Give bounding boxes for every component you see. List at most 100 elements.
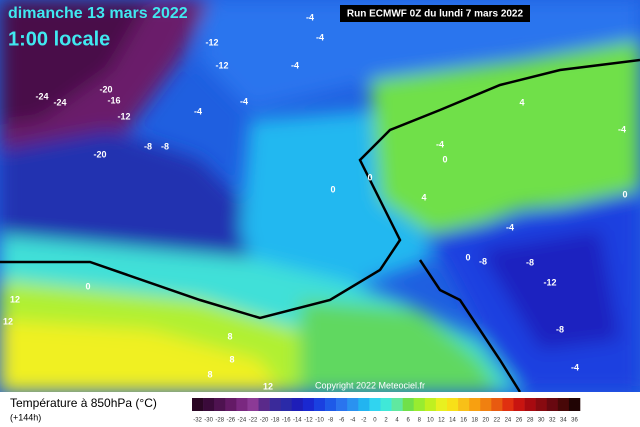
isotherm-label: -12 — [117, 111, 130, 121]
colorbar-tick-label: 4 — [395, 418, 399, 424]
color-swatch — [313, 398, 326, 411]
isotherm-label: 4 — [519, 97, 524, 107]
color-swatch — [192, 398, 204, 411]
colorbar-tick-label: 10 — [427, 418, 434, 424]
colorbar-tick-label: -10 — [315, 418, 324, 424]
lead-time: (+144h) — [10, 412, 41, 422]
isotherm-label: 0 — [622, 189, 627, 199]
color-swatch — [291, 398, 304, 411]
temperature-field — [0, 0, 640, 393]
isotherm-label: 0 — [85, 281, 90, 291]
colorbar-tick-label: 24 — [505, 418, 512, 424]
colorbar-tick-label: -2 — [361, 418, 367, 424]
color-swatch — [446, 398, 459, 411]
isotherm-label: 0 — [330, 184, 335, 194]
colorbar-tick-label: 32 — [549, 418, 556, 424]
colorbar-tick-label: 28 — [527, 418, 534, 424]
colorbar-tick-label: -30 — [204, 418, 213, 424]
colorbar-tick-label: 6 — [406, 418, 410, 424]
isotherm-label: -24 — [53, 97, 66, 107]
colorbar-tick-label: 8 — [418, 418, 422, 424]
isotherm-label: 8 — [227, 331, 232, 341]
isotherm-label: -4 — [194, 106, 202, 116]
colorbar-tick-label: 30 — [538, 418, 545, 424]
colorbar-tick-label: -12 — [304, 418, 313, 424]
isotherm-label: -4 — [436, 139, 444, 149]
color-swatch — [557, 398, 570, 411]
color-swatch — [568, 398, 581, 411]
forecast-time: 1:00 locale — [8, 28, 110, 50]
color-swatch — [203, 398, 215, 411]
isotherm-label: -12 — [543, 277, 556, 287]
colorbar-tick-label: 12 — [438, 418, 445, 424]
colorbar-tick-label: -24 — [238, 418, 247, 424]
colorbar-tick-label: 0 — [373, 418, 377, 424]
color-swatch — [435, 398, 448, 411]
isotherm-label: -12 — [205, 37, 218, 47]
color-swatch — [214, 398, 226, 411]
color-swatch — [236, 398, 248, 411]
color-swatch — [302, 398, 315, 411]
color-swatch — [513, 398, 525, 411]
isotherm-label: 0 — [367, 172, 372, 182]
isotherm-label: -12 — [215, 60, 228, 70]
color-swatch — [535, 398, 548, 411]
color-swatch — [247, 398, 259, 411]
colorbar-tick-label: 20 — [482, 418, 489, 424]
isotherm-label: -4 — [618, 124, 626, 134]
color-swatch — [280, 398, 293, 411]
colorbar-tick-label: -26 — [226, 418, 235, 424]
colorbar-tick-label: 36 — [571, 418, 578, 424]
run-info: Run ECMWF 0Z du lundi 7 mars 2022 — [347, 9, 524, 20]
isotherm-label: -8 — [144, 141, 152, 151]
colorbar-tick-label: 34 — [560, 418, 567, 424]
color-swatch — [358, 398, 370, 411]
isotherm-label: -16 — [107, 95, 120, 105]
color-swatch — [480, 398, 492, 411]
isotherm-label: 0 — [465, 252, 470, 262]
color-swatch — [469, 398, 481, 411]
colorbar-tick-label: 16 — [460, 418, 467, 424]
color-swatch — [502, 398, 514, 411]
color-swatch — [336, 398, 348, 411]
color-swatch — [458, 398, 470, 411]
legend-title: Température à 850hPa (°C) — [10, 396, 157, 410]
isotherm-label: -4 — [506, 222, 514, 232]
isotherm-label: -8 — [526, 257, 534, 267]
copyright: Copyright 2022 Meteociel.fr — [315, 380, 425, 390]
isotherm-label: -4 — [316, 32, 324, 42]
isotherm-label: 0 — [442, 154, 447, 164]
isotherm-label: 8 — [207, 369, 212, 379]
colorbar-tick-label: -32 — [193, 418, 202, 424]
color-swatch — [413, 398, 426, 411]
colorbar-tick-label: -16 — [282, 418, 291, 424]
colorbar-tick-label: -28 — [215, 418, 224, 424]
color-swatch — [380, 398, 392, 411]
isotherm-label: -8 — [479, 256, 487, 266]
colorbar-tick-label: -4 — [350, 418, 356, 424]
colorbar-tick-label: 18 — [471, 418, 478, 424]
run-box — [340, 5, 530, 22]
color-swatch — [402, 398, 415, 411]
colorbar-tick-label: -6 — [339, 418, 345, 424]
isotherm-label: -8 — [556, 324, 564, 334]
color-swatch — [491, 398, 503, 411]
color-swatch — [424, 398, 437, 411]
isotherm-label: -20 — [99, 84, 112, 94]
colorbar: -32 -30 -28 -26 -24 -22 -20 -18 -16 -14 -12 -10 -8 -6… — [192, 398, 581, 424]
color-swatch — [546, 398, 559, 411]
colorbar-tick-label: 26 — [516, 418, 523, 424]
isotherm-label: 12 — [10, 294, 20, 304]
isotherm-label: -20 — [93, 149, 106, 159]
color-swatch — [258, 398, 270, 411]
isotherm-label: -4 — [291, 60, 299, 70]
colorbar-tick-label: 2 — [384, 418, 388, 424]
isotherm-label: -4 — [240, 96, 248, 106]
colorbar-tick-label: 14 — [449, 418, 456, 424]
colorbar-tick-label: 22 — [494, 418, 501, 424]
colorbar-tick-label: -20 — [260, 418, 269, 424]
isotherm-label: 4 — [421, 192, 426, 202]
isotherm-labels: -4-12 -4-12 -4-24-24-20-16-12-4-4-8 -8-20-4… — [3, 12, 628, 391]
color-swatch — [391, 398, 403, 411]
color-swatch — [524, 398, 536, 411]
